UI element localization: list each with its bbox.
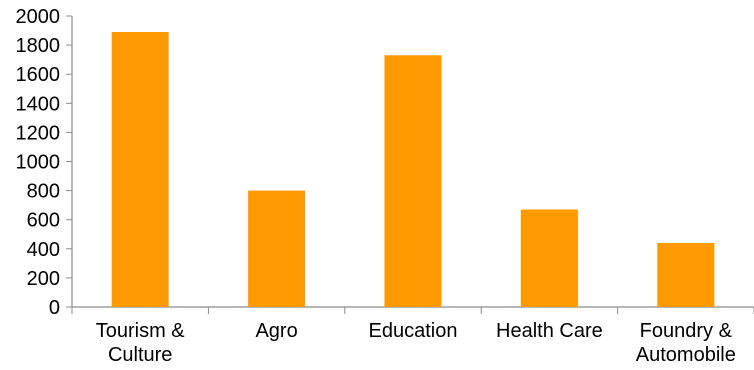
- x-tick-label: Foundry &: [640, 320, 733, 342]
- x-tick-label: Culture: [108, 344, 172, 366]
- y-tick-label: 800: [27, 181, 60, 203]
- y-tick-label: 200: [27, 268, 60, 290]
- bar: [520, 209, 578, 307]
- y-tick-label: 2000: [16, 6, 61, 28]
- y-tick-label: 1200: [16, 122, 61, 144]
- x-tick-label: Agro: [255, 320, 297, 342]
- y-tick-label: 1800: [16, 35, 61, 57]
- labels: 0 200 400 600 800 1000 1200 1400 1600 1800 2000 Tou…: [16, 6, 736, 366]
- bar: [384, 55, 442, 307]
- x-tick-label: Automobile: [636, 344, 736, 366]
- y-tick-label: 1600: [16, 64, 61, 86]
- y-tick-label: 600: [27, 210, 60, 232]
- y-tick-label: 400: [27, 239, 60, 261]
- bar: [111, 32, 169, 307]
- y-tick-label: 1400: [16, 93, 61, 115]
- y-tick-label: 0: [49, 297, 60, 319]
- y-tick-label: 1000: [16, 152, 61, 174]
- bar: [657, 242, 715, 307]
- bar: [248, 190, 306, 307]
- x-tick-label: Education: [369, 320, 458, 342]
- bars: [111, 32, 715, 307]
- x-tick-label: Health Care: [496, 320, 603, 342]
- x-tick-label: Tourism &: [96, 320, 186, 342]
